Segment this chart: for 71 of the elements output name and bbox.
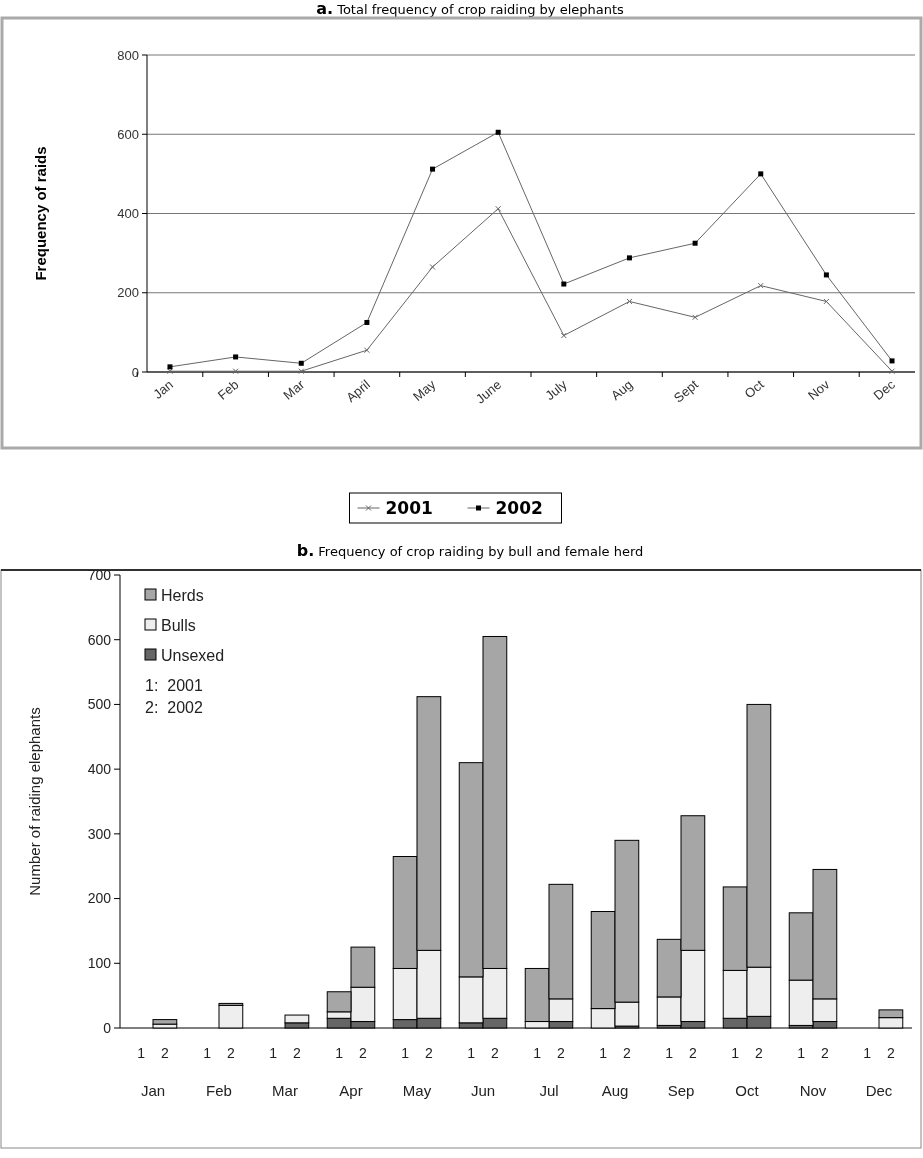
x-tick-label: 1 (599, 1045, 608, 1061)
text: Jun (470, 1082, 496, 1099)
text: Feb (206, 1082, 232, 1099)
y-tick-label: 0 (131, 364, 139, 380)
x-tick-label: 1 (269, 1045, 278, 1061)
x-tick-label: 2 (226, 1045, 235, 1061)
x-tick-label: 1 (401, 1045, 410, 1061)
x-tick-label: 1 (797, 1045, 806, 1061)
x-tick-label: June (472, 376, 505, 407)
chart-title: b. Frequency of crop raiding by bull and female herd (296, 541, 644, 560)
x-tick-label: 2 (820, 1045, 829, 1061)
x-tick-label: 2 (622, 1045, 631, 1061)
text: Jul (539, 1082, 559, 1099)
x-tick-label: 2 (688, 1045, 697, 1061)
text: Jan (140, 1082, 166, 1099)
legend-label: 2002 (495, 497, 543, 518)
x-tick-label: July (542, 376, 571, 404)
chart-title: a. Total frequency of crop raiding by elephants (316, 0, 625, 18)
y-tick-label: 400 (117, 206, 139, 222)
x-tick-label: 2 (424, 1045, 433, 1061)
legend-label: 2001 (385, 497, 433, 518)
y-tick-label: 200 (117, 285, 139, 301)
text: Oct (735, 1082, 760, 1099)
text: Apr (339, 1082, 363, 1099)
x-tick-label: 2 (754, 1045, 763, 1061)
x-tick-label: 2 (556, 1045, 565, 1061)
x-tick-label: 2 (358, 1045, 367, 1061)
legend-label: Bulls (161, 616, 196, 634)
x-tick-label: Dec (870, 376, 899, 404)
x-tick-label: 1 (467, 1045, 476, 1061)
y-tick-label: 0 (103, 1019, 112, 1036)
text: Mar (272, 1082, 298, 1099)
x-tick-label: 1 (137, 1045, 146, 1061)
y-tick-label: 500 (87, 696, 112, 713)
y-tick-label: 600 (117, 126, 139, 142)
x-tick-label: Jan (150, 376, 176, 402)
x-tick-label: 2 (886, 1045, 895, 1061)
x-tick-label: 1 (203, 1045, 212, 1061)
text: May (402, 1082, 432, 1099)
x-tick-label: 1 (731, 1045, 740, 1061)
x-tick-label: 1 (863, 1045, 872, 1061)
y-tick-label: 700 (87, 566, 112, 583)
y-tick-label: 400 (87, 761, 112, 778)
text: Sep (667, 1082, 695, 1099)
annotation: 2: 2002 (145, 698, 203, 716)
x-tick-label: 2 (490, 1045, 499, 1061)
y-tick-label: 200 (87, 890, 112, 907)
x-tick-label: 2 (160, 1045, 169, 1061)
y-tick-label: 100 (87, 955, 112, 972)
x-tick-label: 2 (292, 1045, 301, 1061)
x-tick-label: 1 (335, 1045, 344, 1061)
y-axis-title: Frequency of raids (32, 146, 49, 281)
x-tick-label: May (410, 376, 439, 405)
x-tick-label: Sept (670, 376, 702, 406)
x-tick-label: Aug (608, 376, 636, 404)
annotation: 1: 2001 (145, 676, 203, 694)
text: Aug (601, 1082, 629, 1099)
y-tick-label: 600 (87, 631, 112, 648)
y-axis-title: Number of raiding elephants (26, 707, 43, 896)
x-tick-label: Feb (214, 376, 242, 403)
x-tick-label: 1 (533, 1045, 542, 1061)
x-tick-label: Oct (741, 376, 767, 402)
y-tick-label: 800 (117, 47, 139, 63)
x-tick-label: Mar (280, 376, 308, 403)
x-tick-label: 1 (665, 1045, 674, 1061)
x-tick-label: Nov (804, 376, 833, 404)
text: Dec (865, 1082, 893, 1099)
y-tick-label: 300 (87, 825, 112, 842)
legend-label: Herds (161, 586, 204, 604)
legend-label: Unsexed (161, 646, 225, 664)
text: Nov (799, 1082, 827, 1099)
